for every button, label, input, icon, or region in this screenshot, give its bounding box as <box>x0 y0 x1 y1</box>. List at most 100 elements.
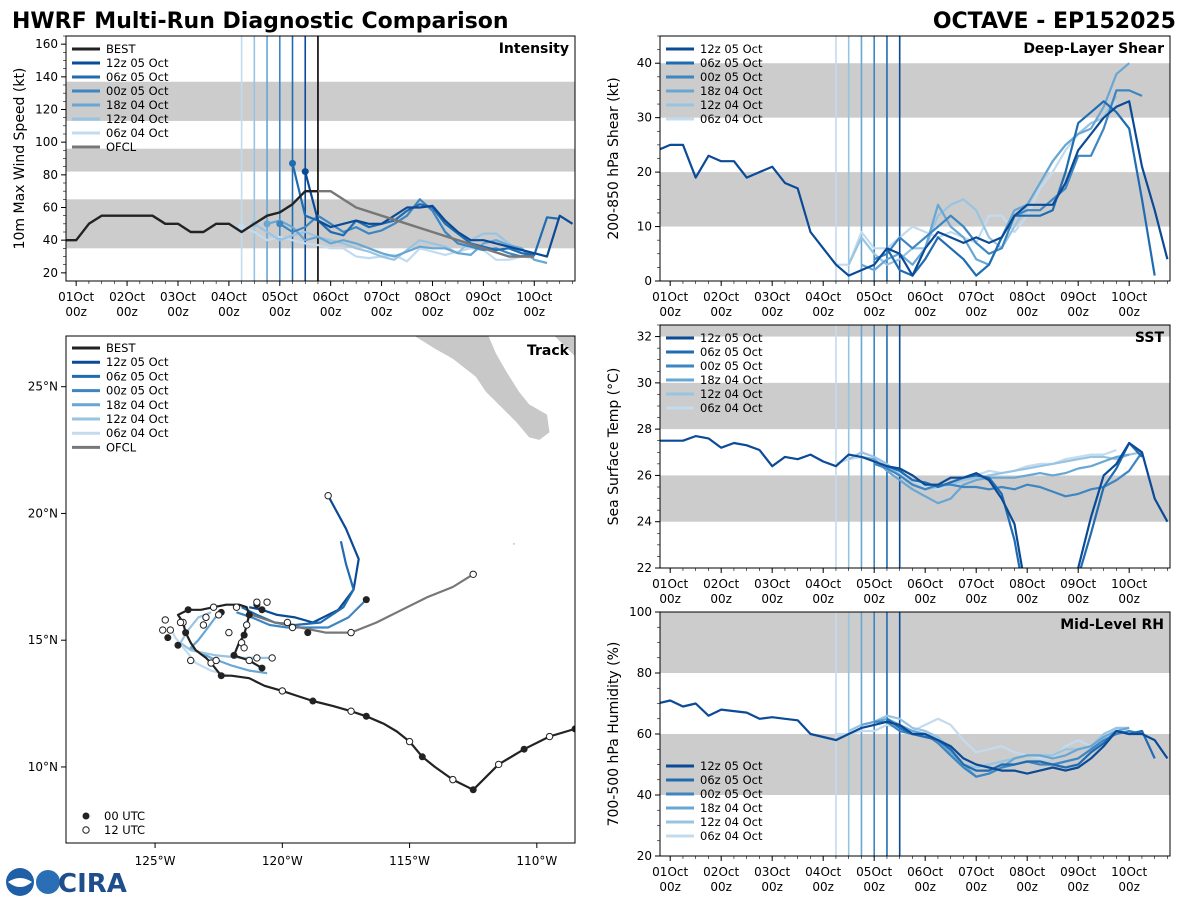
track-line-06z-04-oct <box>169 627 230 677</box>
track-marker-12utc <box>187 656 195 665</box>
track-legend-label-12-utc: 12 UTC <box>104 823 145 837</box>
shear-band-0 <box>660 172 1170 227</box>
track-marker-12utc <box>405 737 414 746</box>
shear-legend-label-00z-05-oct: 00z 05 Oct <box>700 70 763 84</box>
intensity-legend-label-00z-05-oct: 00z 05 Oct <box>106 84 169 98</box>
rh-ytick-label: 60 <box>637 727 652 741</box>
sst-ytick-label: 32 <box>637 330 652 344</box>
intensity-xtick-label: 07Oct <box>364 290 400 304</box>
track-xtick-label: 110°W <box>516 854 557 868</box>
rh-xtick-sublabel: 00z <box>863 880 885 894</box>
intensity-series-18z-04-oct <box>266 219 548 265</box>
intensity-xtick-sublabel: 00z <box>371 305 393 319</box>
rh-xtick-sublabel: 00z <box>812 880 834 894</box>
track-map-area <box>159 336 575 794</box>
sst-xtick-label: 04Oct <box>805 577 841 591</box>
baja-california-land <box>414 336 550 440</box>
rh-xtick-label: 08Oct <box>1009 865 1045 879</box>
shear-xtick-sublabel: 00z <box>659 305 681 319</box>
sst-legend-label-12z-04-oct: 12z 04 Oct <box>700 387 763 401</box>
intensity-series-group <box>66 159 574 265</box>
globe-icon <box>36 870 60 894</box>
shear-xtick-sublabel: 00z <box>1016 305 1038 319</box>
noaa-bird-icon <box>8 878 32 887</box>
track-marker-12utc <box>253 598 261 606</box>
shear-legend-label-18z-04-oct: 18z 04 Oct <box>700 84 763 98</box>
track-marker-00utc <box>164 634 172 642</box>
intensity-series-ofcl <box>305 189 535 258</box>
intensity-ytick-label: 60 <box>43 201 58 215</box>
track-marker-12utc <box>278 687 287 695</box>
intensity-legend-label-06z-04-oct: 06z 04 Oct <box>106 126 169 140</box>
track-marker-12utc <box>212 656 220 665</box>
track-marker-00utc <box>184 606 192 614</box>
track-marker-12utc <box>232 603 241 611</box>
rh-ytick-label: 100 <box>629 605 652 619</box>
intensity-ylabel: 10m Max Wind Speed (kt) <box>12 68 28 250</box>
track-marker-00utc <box>258 606 266 614</box>
rh-series-12z-05-oct <box>660 699 1169 775</box>
track-marker-12utc <box>199 621 208 629</box>
shear-xtick-sublabel: 00z <box>914 305 936 319</box>
intensity-legend-label-06z-05-oct: 06z 05 Oct <box>106 70 169 84</box>
track-legend-label-best: BEST <box>106 341 136 355</box>
track-xtick-label: 115°W <box>389 854 430 868</box>
track-marker-12utc <box>242 621 251 629</box>
intensity-legend-label-best: BEST <box>106 42 136 56</box>
track-xtick-label: 125°W <box>135 854 176 868</box>
track-marker-12utc <box>176 618 185 627</box>
shear-legend-label-06z-05-oct: 06z 05 Oct <box>700 56 763 70</box>
sst-xtick-sublabel: 00z <box>1016 592 1038 606</box>
rh-legend-label-06z-05-oct: 06z 05 Oct <box>700 773 763 787</box>
shear-xtick-label: 01Oct <box>652 290 688 304</box>
rh-legend-label-06z-04-oct: 06z 04 Oct <box>700 829 763 843</box>
shear-xtick-sublabel: 00z <box>863 305 885 319</box>
rh-xtick-label: 10Oct <box>1111 865 1147 879</box>
track-legend-label-06z-04-oct: 06z 04 Oct <box>106 426 169 440</box>
sst-xtick-label: 08Oct <box>1009 577 1045 591</box>
rh-legend-label-00z-05-oct: 00z 05 Oct <box>700 787 763 801</box>
shear-xtick-label: 06Oct <box>907 290 943 304</box>
rh-panel-title: Mid-Level RH <box>1060 617 1164 633</box>
track-marker-12utc <box>494 760 503 769</box>
rh-xtick-sublabel: 00z <box>1118 880 1140 894</box>
intensity-init-marker-00z-05-oct <box>276 220 284 228</box>
track-marker-00utc <box>245 611 253 619</box>
track-legend-label-18z-04-oct: 18z 04 Oct <box>106 398 169 412</box>
track-legend-label-00z-05-oct: 00z 05 Oct <box>106 384 169 398</box>
intensity-xtick-label: 08Oct <box>414 290 450 304</box>
sst-xtick-sublabel: 00z <box>710 592 732 606</box>
shear-ytick-label: 30 <box>637 111 652 125</box>
sst-ytick-label: 24 <box>637 515 652 529</box>
sst-xtick-label: 10Oct <box>1111 577 1147 591</box>
sst-xtick-label: 01Oct <box>652 577 688 591</box>
sst-xtick-sublabel: 00z <box>1118 592 1140 606</box>
sst-ytick-label: 26 <box>637 468 652 482</box>
intensity-xtick-label: 03Oct <box>160 290 196 304</box>
sst-legend-label-00z-05-oct: 00z 05 Oct <box>700 359 763 373</box>
sst-series-18z-04-oct <box>861 453 1130 505</box>
rh-ytick-label: 80 <box>637 666 652 680</box>
intensity-legend-label-18z-04-oct: 18z 04 Oct <box>106 98 169 112</box>
rh-series-06z-04-oct <box>836 717 1118 760</box>
sst-xtick-sublabel: 00z <box>659 592 681 606</box>
intensity-ytick-label: 80 <box>43 168 58 182</box>
track-marker-00utc <box>362 596 370 604</box>
rh-legend-label-18z-04-oct: 18z 04 Oct <box>700 801 763 815</box>
sst-band-1 <box>660 382 1170 430</box>
intensity-xtick-sublabel: 00z <box>116 305 138 319</box>
shear-xtick-label: 05Oct <box>856 290 892 304</box>
shear-band-1 <box>660 63 1170 118</box>
rh-xtick-sublabel: 00z <box>1067 880 1089 894</box>
shear-ytick-label: 40 <box>637 56 652 70</box>
track-marker-12utc <box>263 598 271 606</box>
intensity-band-1 <box>66 148 575 172</box>
track-marker-12utc <box>159 626 167 634</box>
track-panel: 125°W 120°W 115°W 110°W 10°N 15°N 20°N 25°N Trac… <box>28 335 576 868</box>
intensity-ytick-label: 20 <box>43 266 58 280</box>
track-marker-00utc <box>520 745 528 753</box>
shear-xtick-label: 08Oct <box>1009 290 1045 304</box>
